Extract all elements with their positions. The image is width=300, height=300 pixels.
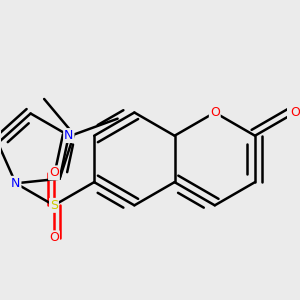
Text: N: N (11, 177, 20, 190)
Text: N: N (64, 129, 74, 142)
Text: O: O (290, 106, 300, 119)
Text: O: O (49, 231, 59, 244)
Text: S: S (50, 199, 58, 212)
Text: O: O (49, 167, 59, 179)
Text: O: O (210, 106, 220, 119)
